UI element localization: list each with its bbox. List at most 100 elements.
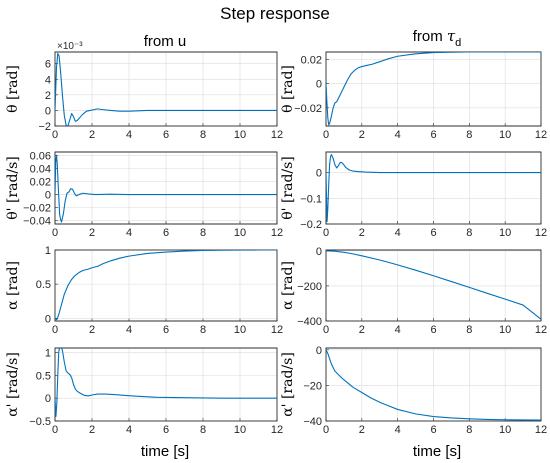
x-tick-label: 12 xyxy=(271,424,283,436)
x-tick-label: 2 xyxy=(89,227,95,239)
y-axis-label: θ [rad] xyxy=(5,65,21,113)
x-tick-label: 6 xyxy=(163,424,169,436)
x-tick-label: 2 xyxy=(359,324,365,336)
x-axis-label-right: time [s] xyxy=(413,443,461,460)
subplot-8: 0 2 4 6 8 10 12 −40 −20 0 α' [rad/s] xyxy=(280,345,547,436)
x-tick-label: 4 xyxy=(126,129,132,141)
x-tick-label: 0 xyxy=(323,227,329,239)
x-tick-label: 2 xyxy=(89,424,95,436)
x-tick-label: 4 xyxy=(126,227,132,239)
x-tick-label: 2 xyxy=(359,227,365,239)
x-tick-label: 6 xyxy=(430,424,436,436)
y-tick-label: −0.02 xyxy=(294,103,322,115)
x-tick-label: 8 xyxy=(466,424,472,436)
x-tick-label: 10 xyxy=(499,129,511,141)
x-tick-label: 10 xyxy=(234,424,246,436)
x-tick-label: 4 xyxy=(395,227,401,239)
y-tick-label: 0 xyxy=(316,79,322,91)
y-tick-label: 6 xyxy=(45,59,51,71)
y-tick-label: 0.02 xyxy=(301,54,322,66)
series-line xyxy=(326,349,541,421)
x-tick-label: 10 xyxy=(499,324,511,336)
column-title-right-symbol: τ xyxy=(447,27,456,45)
y-axis-label: θ' [rad/s] xyxy=(280,156,296,220)
y-tick-label: 0 xyxy=(45,313,51,325)
subplot-2: 0 2 4 6 8 10 12 −0.04−0.020 0.020.040.06 θ' [rad/… xyxy=(5,150,283,239)
x-tick-label: 6 xyxy=(163,129,169,141)
y-tick-label: −0.1 xyxy=(300,193,322,205)
x-tick-label: 12 xyxy=(271,324,283,336)
y-axis-label: α' [rad/s] xyxy=(5,352,21,417)
y-tick-label: −40 xyxy=(303,416,322,428)
x-tick-label: 8 xyxy=(200,227,206,239)
x-tick-label: 0 xyxy=(52,324,58,336)
y-tick-label: −0.04 xyxy=(23,216,51,228)
y-axis-label: θ [rad] xyxy=(280,65,296,113)
y-tick-label: −20 xyxy=(303,380,322,392)
x-axis-label-left: time [s] xyxy=(141,443,189,460)
column-title-right-sub: d xyxy=(455,37,461,49)
series-line xyxy=(55,154,277,223)
x-tick-label: 4 xyxy=(126,424,132,436)
y-exponent-label: ×10⁻³ xyxy=(57,41,83,52)
series-line xyxy=(326,52,541,126)
x-tick-label: 0 xyxy=(323,424,329,436)
series-line xyxy=(55,53,277,126)
y-tick-label: 0.06 xyxy=(30,150,51,162)
y-tick-label: 0 xyxy=(45,105,51,117)
x-tick-label: 4 xyxy=(395,424,401,436)
x-tick-label: 12 xyxy=(535,324,547,336)
y-tick-label: 0 xyxy=(316,246,322,258)
subplot-3: 0 2 4 6 8 10 12 0 0.5 1 α [rad] xyxy=(5,245,283,336)
x-tick-label: 2 xyxy=(359,129,365,141)
x-tick-label: 4 xyxy=(395,324,401,336)
x-tick-label: 12 xyxy=(271,129,283,141)
x-tick-label: 8 xyxy=(200,129,206,141)
x-tick-label: 0 xyxy=(323,324,329,336)
y-tick-label: 0.5 xyxy=(36,279,51,291)
y-tick-label: −0.5 xyxy=(29,416,51,428)
y-tick-label: 0 xyxy=(316,345,322,357)
x-tick-label: 10 xyxy=(234,129,246,141)
x-tick-label: 10 xyxy=(499,227,511,239)
axes-border xyxy=(325,347,542,422)
x-tick-label: 12 xyxy=(535,424,547,436)
series-line xyxy=(326,250,541,320)
subplot-6: 0 2 4 6 8 10 12 −0.2 −0.1 0 θ' [rad/s] xyxy=(280,151,547,239)
y-axis-label: α [rad] xyxy=(280,261,296,310)
series-line xyxy=(55,250,277,321)
y-tick-label: 0.5 xyxy=(36,370,51,382)
x-tick-label: 4 xyxy=(126,324,132,336)
x-tick-label: 6 xyxy=(163,227,169,239)
subplot-5: 0 2 4 6 8 10 12 −0.02 0 0.02 θ [rad] xyxy=(280,51,547,141)
x-tick-label: 2 xyxy=(89,129,95,141)
y-tick-label: 2 xyxy=(45,90,51,102)
x-tick-label: 2 xyxy=(359,424,365,436)
y-axis-label: θ' [rad/s] xyxy=(5,156,21,220)
y-tick-label: −2 xyxy=(38,121,51,133)
axes-border xyxy=(54,51,278,127)
x-tick-label: 2 xyxy=(89,324,95,336)
column-title-right: from τd xyxy=(413,27,462,49)
y-tick-label: 1 xyxy=(45,348,51,360)
y-tick-label: 0.02 xyxy=(30,176,51,188)
y-tick-label: 0 xyxy=(45,393,51,405)
y-tick-label: 0.04 xyxy=(30,163,51,175)
x-tick-label: 0 xyxy=(52,227,58,239)
y-tick-label: 4 xyxy=(45,74,51,86)
axes-border xyxy=(54,249,278,322)
x-tick-label: 4 xyxy=(395,129,401,141)
x-tick-label: 10 xyxy=(234,227,246,239)
x-tick-label: 12 xyxy=(535,129,547,141)
y-axis-label: α [rad] xyxy=(5,261,21,310)
x-tick-label: 8 xyxy=(200,424,206,436)
x-tick-label: 10 xyxy=(499,424,511,436)
x-tick-label: 10 xyxy=(234,324,246,336)
x-tick-label: 6 xyxy=(430,324,436,336)
series-line xyxy=(326,154,541,222)
axes-border xyxy=(325,249,542,322)
x-tick-label: 0 xyxy=(52,424,58,436)
column-title-left: from u xyxy=(144,33,187,50)
